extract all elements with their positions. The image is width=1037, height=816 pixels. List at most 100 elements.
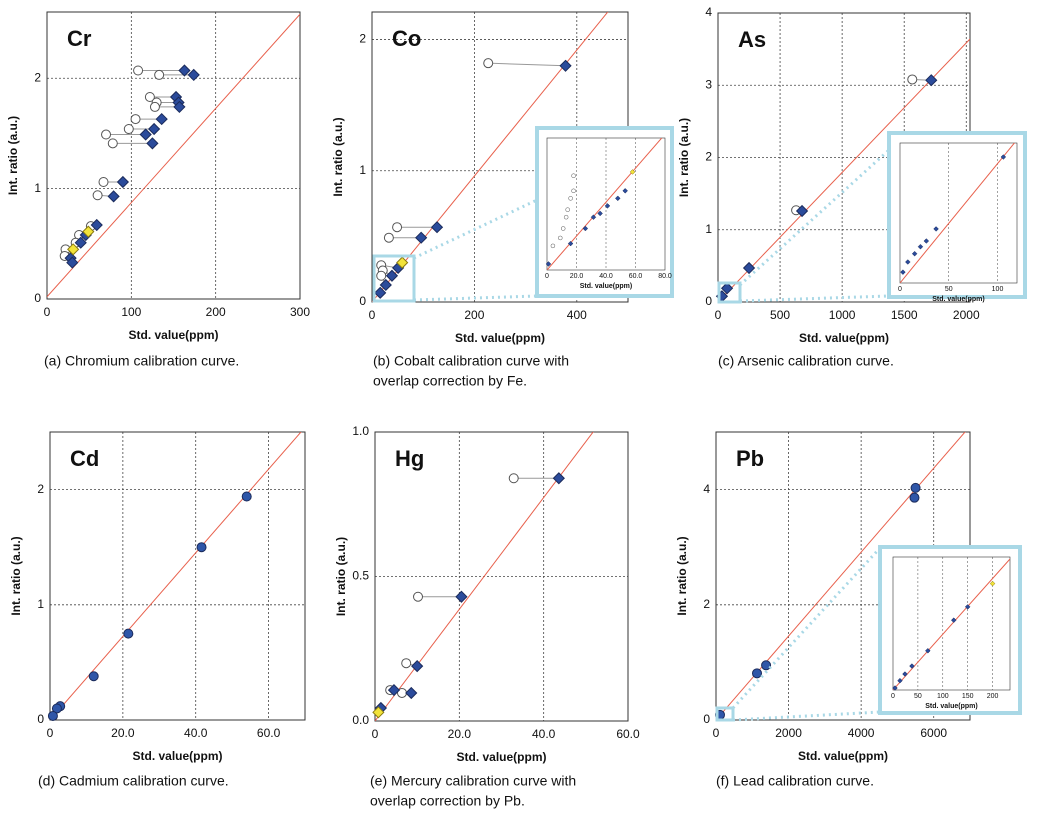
x-tick-label: 60.0 bbox=[257, 726, 281, 740]
point bbox=[761, 660, 772, 671]
point bbox=[582, 225, 589, 232]
point bbox=[567, 240, 574, 247]
y-axis-label: Int. ratio (a.u.) bbox=[9, 536, 23, 615]
panel-title: Pb bbox=[736, 446, 764, 471]
point bbox=[615, 195, 621, 202]
x-tick-label: 0 bbox=[715, 308, 722, 322]
point bbox=[401, 658, 412, 669]
point bbox=[88, 671, 99, 682]
point bbox=[123, 628, 134, 639]
x-tick-label: 0 bbox=[47, 726, 54, 740]
zoom-region bbox=[372, 254, 416, 303]
y-tick-label: 0 bbox=[37, 712, 44, 726]
plot-frame bbox=[46, 11, 301, 300]
point bbox=[405, 686, 418, 700]
point bbox=[385, 269, 399, 282]
point bbox=[92, 190, 103, 201]
point bbox=[964, 604, 971, 610]
x-tick-label: 500 bbox=[770, 308, 790, 322]
point bbox=[629, 169, 636, 175]
x-tick-label: 1500 bbox=[891, 308, 918, 322]
x-tick-label: 200 bbox=[206, 305, 226, 319]
point bbox=[383, 232, 394, 243]
x-axis-label: Std. value(ppm) bbox=[799, 331, 889, 345]
y-axis-label: Int. ratio (a.u.) bbox=[675, 536, 689, 615]
point bbox=[905, 259, 911, 265]
point bbox=[742, 261, 756, 275]
point bbox=[430, 221, 444, 234]
x-tick-label: 20.0 bbox=[111, 726, 135, 740]
y-axis-label: Int. ratio (a.u.) bbox=[334, 537, 348, 616]
x-tick-label: 0 bbox=[545, 273, 549, 280]
point bbox=[372, 706, 385, 719]
point bbox=[563, 214, 569, 220]
point bbox=[483, 58, 494, 69]
x-tick-label: 40.0 bbox=[599, 273, 613, 280]
caption: (f) Lead calibration curve. bbox=[716, 773, 874, 789]
point bbox=[241, 491, 252, 502]
point bbox=[590, 214, 597, 220]
point bbox=[552, 472, 565, 485]
zoom-region bbox=[715, 706, 735, 722]
point bbox=[155, 112, 168, 126]
caption: overlap correction by Pb. bbox=[370, 793, 525, 809]
x-axis-label: Std. value(ppm) bbox=[455, 331, 545, 345]
point bbox=[571, 173, 576, 178]
y-tick-label: 0 bbox=[703, 712, 710, 726]
point bbox=[455, 590, 468, 603]
point bbox=[101, 129, 112, 140]
zoom-callout bbox=[731, 546, 882, 710]
point bbox=[571, 188, 576, 194]
point bbox=[597, 210, 603, 217]
point bbox=[82, 225, 95, 238]
point bbox=[795, 204, 809, 218]
panel-title: As bbox=[738, 27, 766, 52]
panel-title: Cr bbox=[67, 26, 92, 51]
x-tick-label: 0 bbox=[891, 693, 895, 700]
point bbox=[558, 235, 563, 241]
point bbox=[892, 685, 898, 691]
point bbox=[392, 222, 403, 233]
x-tick-label: 20.0 bbox=[570, 273, 584, 280]
point bbox=[604, 203, 611, 209]
point bbox=[196, 542, 207, 553]
caption: (e) Mercury calibration curve with bbox=[370, 773, 576, 789]
point bbox=[74, 236, 87, 249]
point bbox=[413, 591, 424, 602]
point bbox=[720, 282, 734, 295]
zoom-region bbox=[717, 281, 742, 304]
point bbox=[909, 492, 920, 503]
zoom-callout bbox=[732, 710, 881, 722]
point bbox=[154, 69, 165, 80]
panel-title: Cd bbox=[70, 446, 99, 471]
point bbox=[146, 137, 159, 150]
point bbox=[66, 256, 79, 269]
y-axis-label: Int. ratio (a.u.) bbox=[677, 118, 691, 197]
x-tick-label: 80.0 bbox=[658, 273, 672, 280]
point bbox=[923, 238, 930, 244]
y-tick-label: 3 bbox=[705, 77, 712, 91]
y-tick-label: 0 bbox=[359, 294, 366, 308]
y-axis-label: Int. ratio (a.u.) bbox=[331, 117, 345, 196]
y-tick-label: 1.0 bbox=[352, 424, 369, 438]
point bbox=[565, 207, 570, 212]
x-tick-label: 0 bbox=[44, 305, 51, 319]
x-axis-label: Std. value(ppm) bbox=[128, 328, 218, 342]
plot-frame bbox=[899, 142, 1018, 284]
x-tick-label: 300 bbox=[290, 305, 310, 319]
fit-line bbox=[547, 138, 663, 270]
y-tick-label: 4 bbox=[703, 482, 710, 496]
point bbox=[925, 648, 931, 654]
x-tick-label: 0 bbox=[898, 286, 902, 293]
y-tick-label: 2 bbox=[359, 32, 366, 46]
x-axis-label: Std. value(ppm) bbox=[798, 749, 888, 763]
x-tick-label: 60.0 bbox=[629, 273, 643, 280]
fit-line bbox=[50, 432, 302, 720]
x-tick-label: 150 bbox=[962, 693, 974, 700]
y-tick-label: 0.0 bbox=[352, 713, 369, 727]
x-tick-label: 60.0 bbox=[616, 727, 640, 741]
x-axis-label: Std. value(ppm) bbox=[925, 703, 978, 710]
point bbox=[107, 138, 118, 149]
point bbox=[910, 482, 921, 493]
x-tick-label: 1000 bbox=[829, 308, 856, 322]
